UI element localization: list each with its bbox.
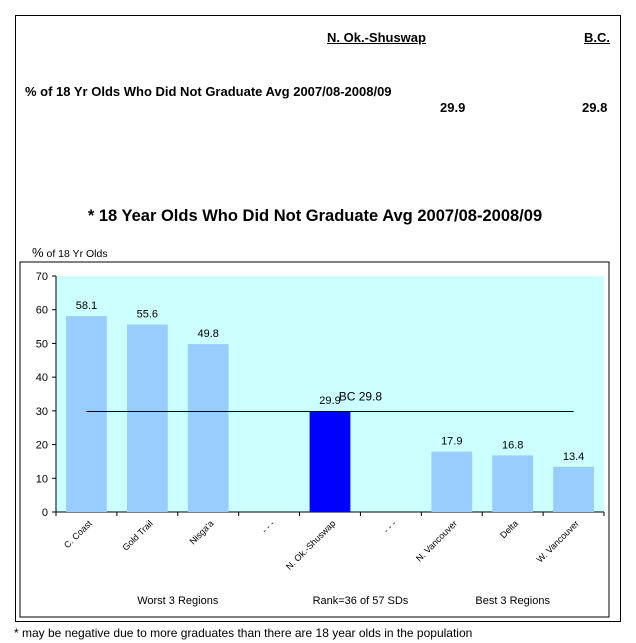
bar	[553, 466, 594, 512]
bar-highlight	[309, 411, 351, 512]
bar-value-label: 16.8	[502, 439, 523, 451]
y-axis-label-text: of 18 Yr Olds	[43, 248, 108, 260]
header-col-region: N. Ok.-Shuswap	[327, 30, 426, 45]
bar-value-label: 13.4	[563, 451, 584, 463]
bar	[492, 455, 534, 512]
group-label: Worst 3 Regions	[137, 595, 219, 607]
bar-value-label: 49.8	[198, 328, 219, 340]
y-tick-label: 50	[36, 338, 48, 350]
y-tick-label: 70	[36, 271, 48, 283]
y-tick-label: 10	[36, 473, 48, 485]
header-col-bc: B.C.	[584, 30, 610, 45]
bar	[187, 344, 229, 512]
region-value: 29.9	[440, 100, 466, 115]
bar	[66, 316, 107, 512]
bc-reference-label: BC 29.8	[339, 390, 383, 404]
bar-value-label: 17.9	[441, 436, 462, 448]
bc-value: 29.8	[582, 100, 608, 115]
y-tick-label: 20	[36, 440, 48, 452]
footnote: * may be negative due to more graduates …	[14, 626, 473, 640]
y-tick-label: 40	[36, 372, 48, 384]
bar	[126, 324, 168, 512]
metric-label: % of 18 Yr Olds Who Did Not Graduate Avg…	[25, 84, 392, 99]
y-axis-label: % of 18 Yr Olds	[32, 245, 108, 260]
y-tick-label: 30	[36, 406, 48, 418]
report-frame	[15, 15, 621, 622]
bar-value-label: 58.1	[76, 300, 97, 312]
y-axis-label-percent: %	[32, 245, 44, 260]
group-label: Best 3 Regions	[475, 595, 550, 607]
bar-value-label: 55.6	[137, 309, 158, 321]
y-tick-label: 60	[36, 305, 48, 317]
y-tick-label: 0	[42, 507, 48, 519]
bar	[431, 451, 473, 512]
chart-title: * 18 Year Olds Who Did Not Graduate Avg …	[87, 207, 543, 225]
bar-value-label: 29.9	[319, 395, 340, 407]
group-label: Rank=36 of 57 SDs	[313, 595, 409, 607]
